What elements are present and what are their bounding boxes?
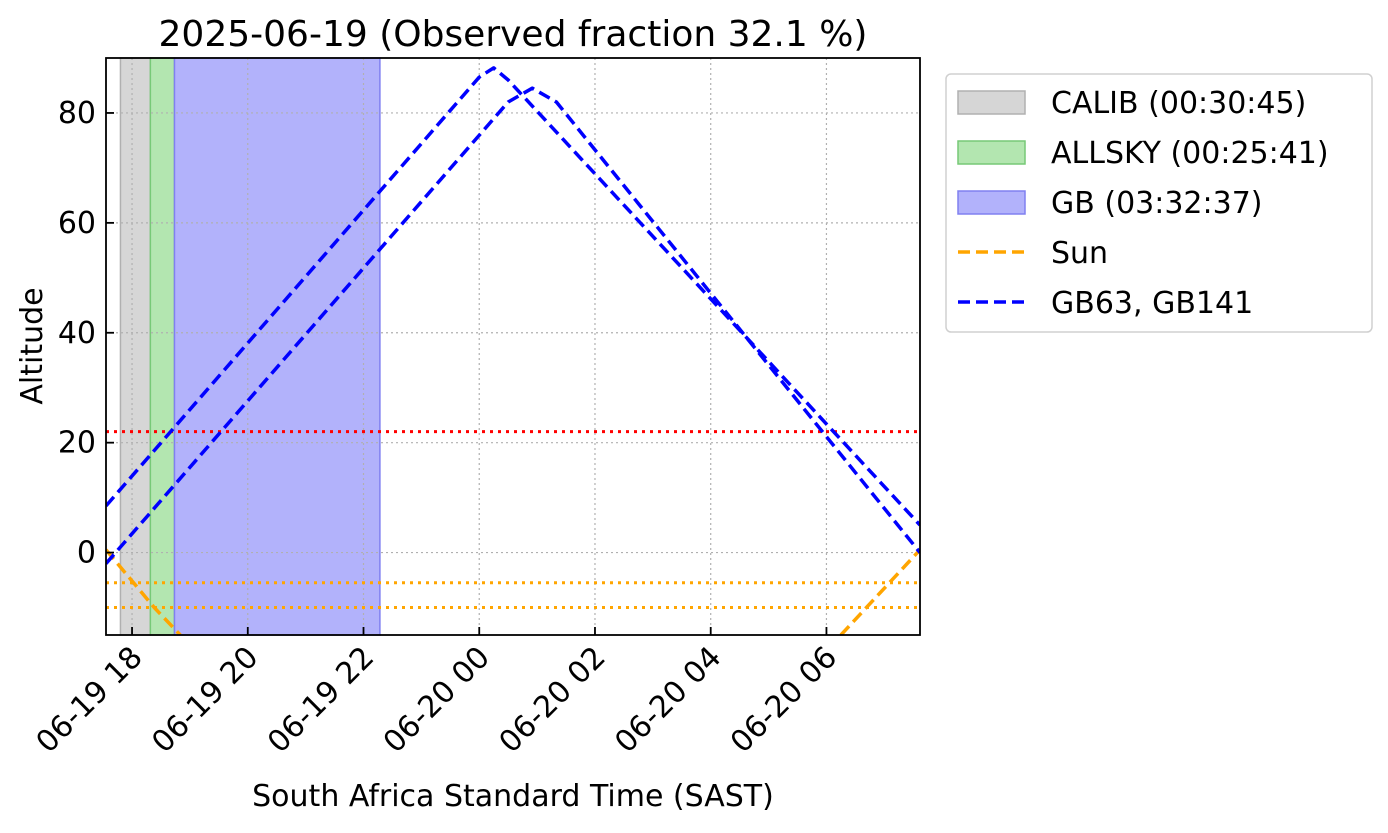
span-allsky xyxy=(149,57,176,636)
legend-item-1-label: ALLSKY (00:25:41) xyxy=(1051,136,1329,171)
legend-item-2-label: GB (03:32:37) xyxy=(1051,186,1263,221)
y-tick-label: 40 xyxy=(58,316,96,351)
series-group xyxy=(106,66,920,635)
x-tick-label: 06-19 22 xyxy=(261,640,381,760)
x-tick-label: 06-20 04 xyxy=(608,640,728,760)
legend-item-4-label: GB63, GB141 xyxy=(1051,286,1253,321)
legend-box xyxy=(945,73,1373,333)
legend-item-1-swatch xyxy=(957,140,1026,165)
y-tick-label: 20 xyxy=(58,426,96,461)
chart-title: 2025-06-19 (Observed fraction 32.1 %) xyxy=(159,14,868,55)
span-calib xyxy=(119,57,152,636)
x-tick-label: 06-19 18 xyxy=(30,640,150,760)
y-tick-label: 60 xyxy=(58,206,96,241)
y-tick-label: 0 xyxy=(77,536,96,571)
sun-line-1 xyxy=(839,548,920,635)
x-tick-label: 06-20 00 xyxy=(377,640,497,760)
span-gb xyxy=(173,57,381,636)
target-line-1 xyxy=(106,86,920,565)
legend-item-0-swatch xyxy=(957,90,1026,115)
legend-item-0-label: CALIB (00:30:45) xyxy=(1051,86,1306,121)
legend-item-2-swatch xyxy=(957,190,1026,215)
plot-frame xyxy=(105,57,921,636)
x-tick-label: 06-20 02 xyxy=(493,640,613,760)
x-tick-label: 06-19 20 xyxy=(145,640,265,760)
x-tick-label: 06-20 06 xyxy=(724,640,844,760)
y-axis-label: Altitude xyxy=(15,287,50,404)
x-axis-label: South Africa Standard Time (SAST) xyxy=(252,779,774,814)
legend-item-3-label: Sun xyxy=(1051,236,1108,271)
y-tick-label: 80 xyxy=(58,96,96,131)
target-line-0 xyxy=(106,66,920,527)
sun-line-0 xyxy=(106,548,182,635)
